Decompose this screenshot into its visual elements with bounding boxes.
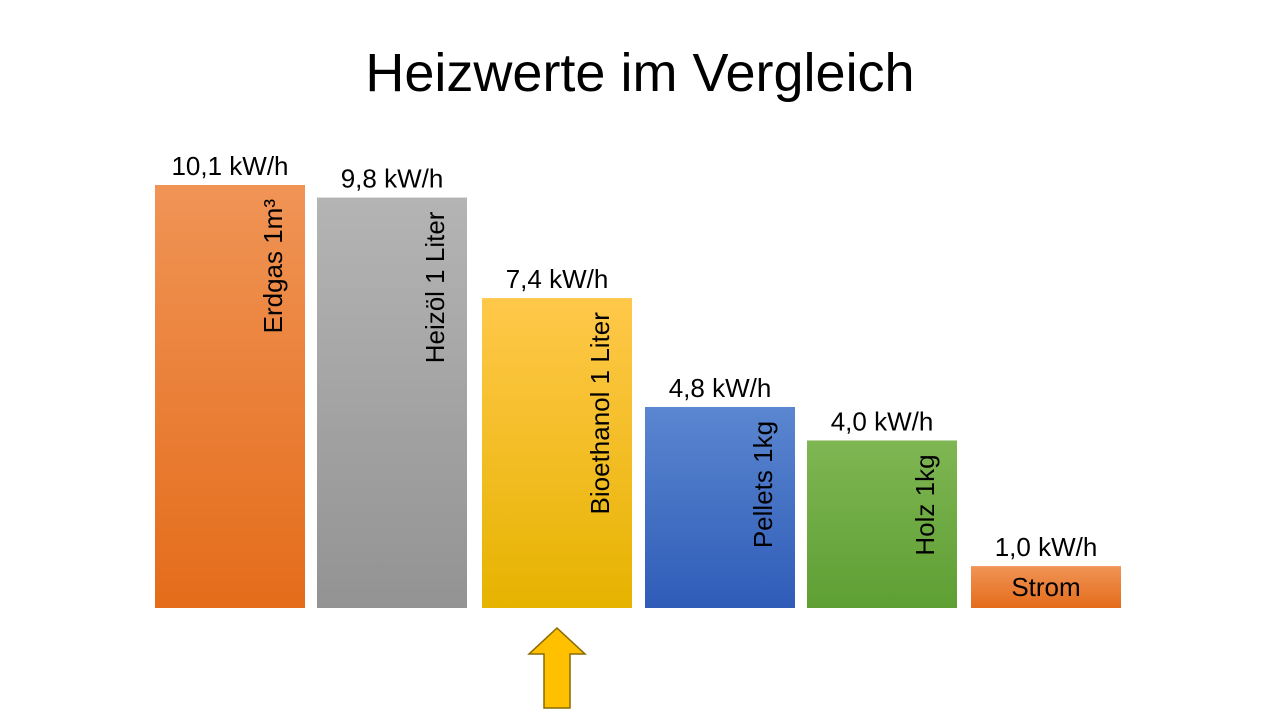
category-label-heizöl-1-liter: Heizöl 1 Liter (420, 211, 450, 363)
bar-pellets-1kg (645, 406, 795, 608)
value-label-erdgas-1m: 10,1 kW/h (171, 151, 288, 181)
category-label-pellets-1kg: Pellets 1kg (748, 421, 778, 548)
value-label-heizöl-1-liter: 9,8 kW/h (341, 164, 444, 194)
bar-erdgas-1m (155, 185, 305, 608)
value-label-bioethanol-1-liter: 7,4 kW/h (506, 264, 609, 294)
category-label-bioethanol-1-liter: Bioethanol 1 Liter (585, 312, 615, 515)
category-label-holz-1kg: Holz 1kg (910, 454, 940, 555)
category-label-strom: Strom (1011, 572, 1080, 602)
bar-holz-1kg (807, 440, 957, 608)
arrow-up-icon (527, 626, 587, 709)
bar-heizöl-1-liter (317, 197, 467, 608)
value-label-pellets-1kg: 4,8 kW/h (669, 373, 772, 403)
value-label-holz-1kg: 4,0 kW/h (831, 406, 934, 436)
bar-strom (971, 566, 1121, 608)
chart-title: Heizwerte im Vergleich (365, 43, 915, 103)
value-label-strom: 1,0 kW/h (995, 532, 1098, 562)
category-label-erdgas-1m: Erdgas 1m³ (258, 199, 288, 334)
annotation-layer (527, 626, 587, 709)
bar-bioethanol-1-liter (482, 298, 632, 608)
bars-layer: 10,1 kW/h Erdgas 1m³ 9,8 kW/h Heizöl 1 Lite… (155, 151, 1121, 608)
